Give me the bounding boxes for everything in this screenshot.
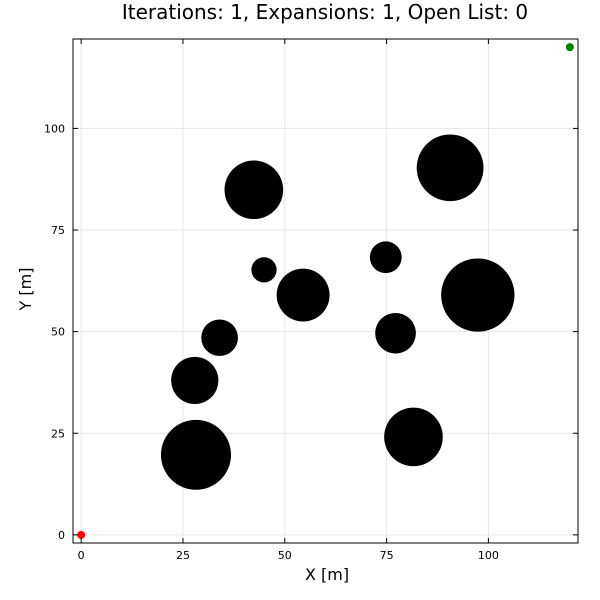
obstacle-circle (276, 268, 330, 322)
tick-layer: 0 25 50 75 100 0 25 50 75 100 (44, 39, 578, 562)
chart-title: Iterations: 1, Expansions: 1, Open List:… (122, 0, 528, 24)
x-tick-label: 75 (380, 549, 394, 562)
y-axis-label: Y [m] (16, 268, 35, 312)
obstacle-circle (369, 241, 402, 274)
obstacle-circle (160, 419, 232, 490)
obstacle-layer (160, 134, 515, 490)
y-tick-label: 75 (51, 224, 65, 237)
x-axis-label: X [m] (305, 565, 349, 584)
obstacle-circle (171, 356, 219, 404)
start-point (77, 530, 86, 539)
plot-frame (72, 38, 579, 544)
obstacle-circle (251, 257, 277, 283)
obstacle-circle (375, 312, 416, 354)
y-tick-label: 50 (51, 326, 65, 339)
y-tick-label: 25 (51, 427, 65, 440)
point-layer (77, 43, 574, 539)
obstacle-circle (224, 160, 284, 220)
x-tick-label: 25 (176, 549, 190, 562)
x-tick-label: 0 (78, 549, 85, 562)
y-tick-label: 100 (44, 122, 65, 135)
obstacle-circle (201, 319, 238, 357)
obstacle-circle (416, 134, 484, 202)
obstacle-circle (384, 407, 443, 467)
x-tick-label: 50 (278, 549, 292, 562)
x-tick-label: 100 (478, 549, 499, 562)
y-tick-label: 0 (58, 529, 65, 542)
frame-layer (72, 38, 579, 544)
goal-point (565, 43, 574, 52)
obstacle-circle (441, 258, 515, 332)
